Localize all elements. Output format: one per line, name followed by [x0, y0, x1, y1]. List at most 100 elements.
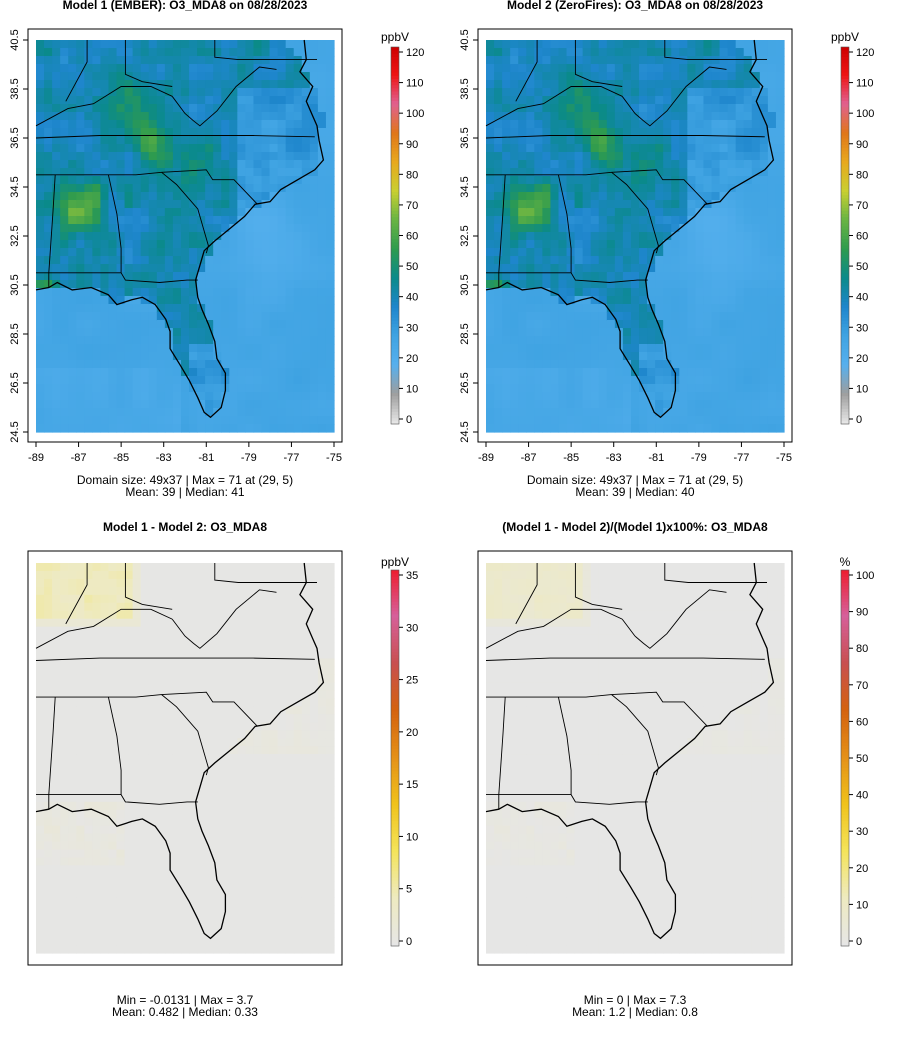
heatmap-cell — [189, 754, 198, 763]
heatmap-cell — [743, 376, 753, 385]
heatmap-cell — [124, 929, 134, 938]
heatmap-cell — [124, 216, 134, 225]
heatmap-cell — [486, 168, 495, 177]
heatmap-cell — [36, 144, 45, 153]
heatmap-cell — [622, 40, 632, 49]
colorbar-segment — [391, 141, 399, 145]
heatmap-cell — [245, 176, 255, 185]
heatmap-cell — [590, 128, 600, 137]
heatmap-cell — [180, 849, 190, 859]
heatmap-cell — [172, 817, 182, 827]
heatmap-cell — [751, 224, 761, 233]
heatmap-cell — [68, 120, 77, 129]
heatmap-cell — [719, 408, 729, 417]
heatmap-cell — [172, 825, 182, 835]
heatmap-cell — [68, 602, 77, 612]
heatmap-cell — [494, 152, 503, 161]
heatmap-cell — [140, 304, 150, 313]
heatmap-cell — [108, 881, 118, 890]
heatmap-cell — [775, 184, 785, 193]
heatmap-cell — [84, 889, 93, 898]
heatmap-cell — [695, 408, 705, 417]
heatmap-cell — [189, 360, 198, 369]
heatmap-cell — [68, 104, 77, 113]
heatmap-cell — [719, 392, 729, 401]
heatmap-cell — [197, 312, 206, 321]
heatmap-cell — [221, 328, 230, 337]
heatmap-cell — [44, 730, 53, 739]
heatmap-cell — [614, 64, 624, 73]
heatmap-cell — [36, 224, 45, 233]
heatmap-cell — [639, 192, 648, 201]
heatmap-cell — [775, 264, 785, 273]
colorbar-segment — [391, 232, 399, 236]
heatmap-cell — [92, 873, 102, 882]
heatmap-cell — [68, 841, 77, 851]
colorbar-segment — [841, 336, 849, 340]
heatmap-cell — [108, 825, 118, 835]
heatmap-cell — [164, 761, 174, 771]
heatmap-cell — [44, 360, 53, 369]
heatmap-cell — [172, 56, 182, 65]
heatmap-cell — [180, 937, 190, 946]
heatmap-cell — [237, 312, 246, 321]
heatmap-cell — [172, 48, 182, 57]
heatmap-cell — [189, 304, 198, 313]
heatmap-cell — [132, 945, 142, 954]
heatmap-cell — [237, 160, 246, 169]
heatmap-cell — [116, 152, 126, 161]
heatmap-cell — [253, 88, 263, 97]
heatmap-cell — [84, 730, 93, 739]
heatmap-cell — [156, 40, 166, 49]
heatmap-cell — [719, 352, 729, 361]
heatmap-cell — [84, 769, 93, 779]
heatmap-cell — [301, 416, 311, 425]
heatmap-cell — [116, 336, 126, 345]
heatmap-cell — [100, 817, 110, 827]
heatmap-cell — [574, 248, 584, 257]
heatmap-cell — [92, 240, 102, 249]
heatmap-cell — [68, 594, 77, 604]
heatmap-cell — [550, 56, 560, 65]
heatmap-cell — [687, 168, 696, 177]
heatmap-cell — [655, 216, 664, 225]
heatmap-cell — [52, 40, 61, 49]
heatmap-cell — [100, 738, 110, 747]
heatmap-cell — [124, 168, 134, 177]
heatmap-cell — [172, 698, 182, 707]
heatmap-cell — [156, 793, 166, 803]
heatmap-cell — [269, 40, 279, 49]
heatmap-cell — [719, 360, 729, 369]
colorbar-segment — [841, 257, 849, 262]
heatmap-cell — [759, 408, 769, 417]
heatmap-cell — [197, 360, 206, 369]
colorbar-segment — [841, 383, 849, 387]
heatmap-cell — [285, 320, 295, 329]
heatmap-cell — [197, 40, 206, 49]
heatmap-cell — [494, 104, 503, 113]
heatmap-cell — [245, 80, 255, 89]
heatmap-cell — [679, 96, 688, 105]
heatmap-cell — [574, 280, 584, 289]
heatmap-cell — [213, 40, 222, 49]
heatmap-cell — [189, 738, 198, 747]
heatmap-cell — [542, 368, 552, 377]
heatmap-cell — [767, 256, 777, 265]
heatmap-cell — [558, 160, 568, 169]
heatmap-cell — [775, 80, 785, 89]
heatmap-cell — [671, 120, 680, 129]
heatmap-cell — [542, 392, 552, 401]
heatmap-cell — [566, 208, 576, 217]
heatmap-cell — [518, 384, 527, 393]
heatmap-cell — [711, 96, 721, 105]
heatmap-cell — [213, 328, 222, 337]
heatmap-cell — [614, 328, 624, 337]
heatmap-cell — [735, 264, 745, 273]
colorbar-segment — [841, 53, 849, 57]
heatmap-cell — [253, 72, 263, 81]
heatmap-cell — [100, 841, 110, 851]
heatmap-cell — [582, 328, 592, 337]
heatmap-cell — [221, 160, 230, 169]
heatmap-cell — [502, 280, 511, 289]
heatmap-cell — [172, 921, 182, 930]
